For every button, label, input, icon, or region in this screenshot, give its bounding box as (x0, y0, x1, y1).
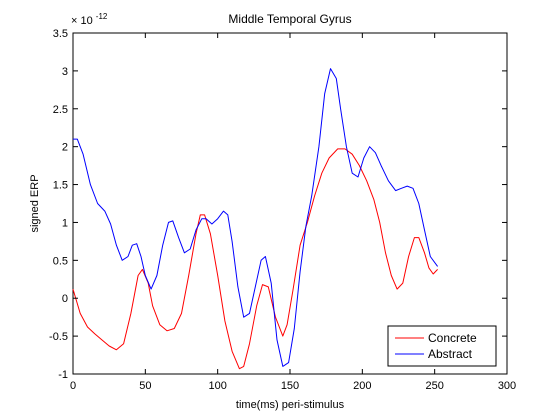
y-tick-label: 3 (62, 66, 68, 78)
y-tick-label: 0.5 (53, 255, 68, 267)
series-line-concrete (72, 148, 438, 370)
x-tick-label: 200 (353, 380, 371, 392)
y-tick-label: 1.5 (53, 180, 68, 192)
x-tick-label: 100 (208, 380, 226, 392)
y-tick-label: 3.5 (53, 28, 68, 40)
plot-area (72, 32, 508, 375)
x-tick-label: 250 (425, 380, 443, 392)
y-tick-label: 0 (62, 293, 68, 305)
legend-box (387, 325, 497, 367)
legend-label-abstract: Abstract (428, 347, 473, 361)
ticks-layer: 0 50 100 150 200 250 300 -1 -0.5 0 0.5 1 1.5 2 2.5 3 3.5 (49, 28, 516, 392)
y-tick-label: 2.5 (53, 104, 68, 116)
y-tick-label: -1 (58, 369, 68, 381)
plot-frame (72, 32, 508, 375)
series-line-abstract (73, 68, 439, 367)
x-tick-label: 0 (70, 380, 76, 392)
x-axis-label: time(ms) peri-stimulus (236, 399, 345, 411)
y-tick-label: -0.5 (49, 331, 68, 343)
legend-label-concrete: Concrete (428, 331, 477, 345)
y-tick-label: 2 (62, 142, 68, 154)
x-tick-label: 300 (498, 380, 516, 392)
y-axis-multiplier-base: × 10 (71, 15, 93, 27)
y-axis-multiplier: × 10 -12 (71, 12, 108, 27)
legend: Concrete Abstract (387, 325, 497, 367)
x-tick-label: 150 (281, 380, 299, 392)
y-axis-multiplier-exponent: -12 (96, 12, 108, 21)
series-layer (72, 68, 439, 370)
chart-title: Middle Temporal Gyrus (228, 12, 351, 26)
y-tick-label: 1 (62, 217, 68, 229)
y-axis-label: signed ERP (29, 174, 41, 232)
x-tick-label: 50 (139, 380, 151, 392)
